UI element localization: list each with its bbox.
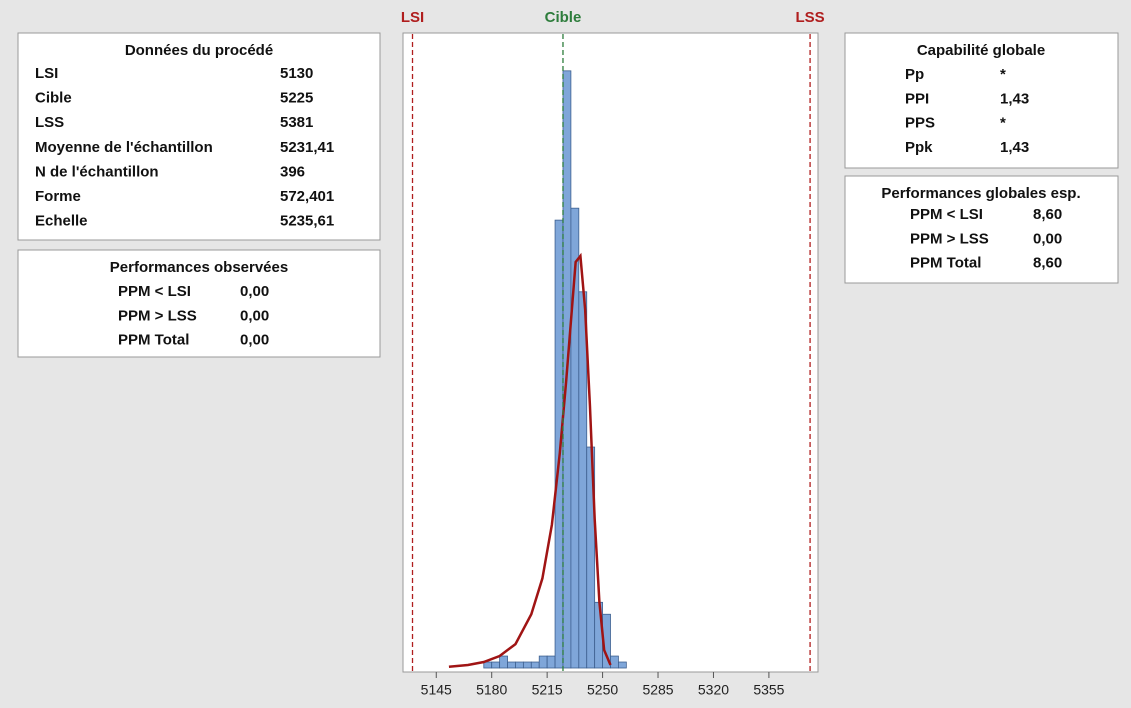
bar [499,655,508,669]
ref-label: Cible [545,9,582,26]
row-value: 5130 [280,65,313,82]
row-value: 0,00 [240,283,269,300]
row-value: 572,401 [280,188,334,205]
row-value: 1,43 [1000,90,1029,107]
bar [538,655,548,669]
row-label: PPI [905,90,929,107]
panel-title: Capabilité globale [917,42,1045,59]
row-value: 0,00 [240,332,269,349]
x-tick-label: 5320 [698,682,729,698]
row-value: * [1000,115,1006,132]
bar [610,655,619,669]
row-value: 5231,41 [280,139,334,156]
bar [618,661,627,669]
row-value: 8,60 [1033,206,1062,223]
row-label: PPM > LSS [118,307,197,324]
row-label: Moyenne de l'échantillon [35,139,213,156]
row-value: * [1000,66,1006,83]
x-tick-label: 5215 [532,682,563,698]
bar [530,661,540,669]
panel-title: Performances globales esp. [881,185,1080,202]
panel-title: Performances observées [110,259,288,276]
row-value: 5381 [280,114,313,131]
row-value: 5225 [280,90,313,107]
fit-curve [448,252,612,669]
row-value: 1,43 [1000,139,1029,156]
row-label: LSS [35,114,64,131]
row-value: 396 [280,163,305,180]
bar [578,291,588,669]
row-label: Ppk [905,139,933,156]
bar [483,661,493,669]
row-label: PPM Total [910,255,981,272]
plot-area [402,32,819,673]
row-label: LSI [35,65,58,82]
row-label: PPM < LSI [118,283,191,300]
row-label: Pp [905,66,924,83]
x-tick-label: 5145 [421,682,452,698]
bar [515,661,524,669]
bar [507,661,516,669]
row-label: Echelle [35,213,88,230]
row-label: PPS [905,115,935,132]
panel-box [844,32,1119,169]
ref-label: LSI [401,9,424,26]
panel-box [844,175,1119,284]
row-label: PPM Total [118,332,189,349]
row-value: 0,00 [1033,230,1062,247]
row-label: PPM < LSI [910,206,983,223]
x-tick-label: 5285 [642,682,673,698]
panel-box [17,249,381,358]
bar [546,655,556,669]
x-tick-label: 5180 [476,682,507,698]
row-label: Cible [35,90,72,107]
row-value: 0,00 [240,307,269,324]
ref-label: LSS [795,9,824,26]
row-label: PPM > LSS [910,230,989,247]
row-value: 5235,61 [280,213,334,230]
x-tick-label: 5250 [587,682,618,698]
row-label: N de l'échantillon [35,163,159,180]
bar [522,661,532,669]
x-tick-label: 5355 [753,682,784,698]
panel-box [17,32,381,241]
panel-title: Données du procédé [125,42,273,59]
row-label: Forme [35,188,81,205]
bar [491,661,501,669]
row-value: 8,60 [1033,255,1062,272]
